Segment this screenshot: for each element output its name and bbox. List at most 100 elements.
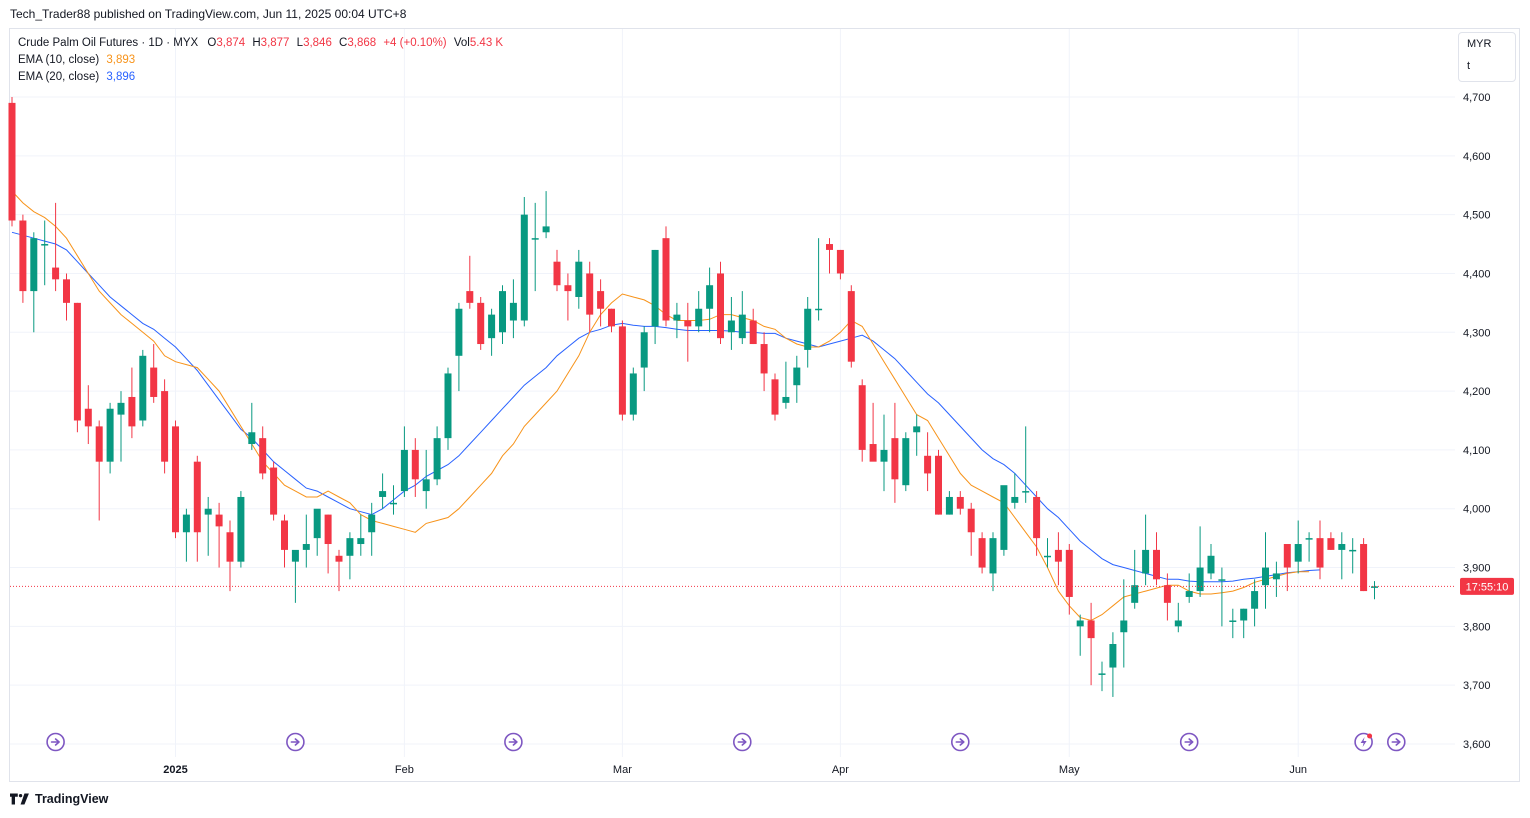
candle-body (63, 279, 70, 303)
candle (281, 514, 288, 568)
ema20-label[interactable]: EMA (20, close) (18, 71, 100, 83)
time-tick-label: Jun (1289, 764, 1307, 776)
event-arrow-icon[interactable] (950, 732, 970, 752)
candle-body (1076, 620, 1084, 627)
candle (935, 449, 942, 515)
candle-body (902, 438, 910, 486)
candle-body (8, 102, 16, 221)
event-markers[interactable] (46, 732, 1406, 752)
candle (488, 308, 496, 356)
chart-legend[interactable]: Crude Palm Oil Futures · 1D · MYX O3,874… (18, 35, 503, 86)
candle-body (640, 332, 648, 368)
candle-body (128, 396, 136, 427)
event-arrow-icon[interactable] (504, 732, 523, 752)
candle (509, 279, 517, 339)
event-arrow-icon[interactable] (1387, 732, 1406, 752)
candle-body (727, 320, 735, 333)
candle (291, 549, 299, 603)
candle-body (1338, 544, 1346, 550)
candle-body (869, 444, 877, 462)
candle-body (455, 308, 463, 356)
candle (1011, 473, 1019, 509)
ema10-series (11, 190, 1310, 622)
candle (466, 255, 474, 309)
candle-body (662, 238, 670, 321)
candle-body (161, 391, 169, 462)
candle-body (858, 385, 866, 450)
tradingview-logo-icon (10, 793, 29, 805)
chart-frame[interactable] (9, 28, 1520, 782)
candle-body (444, 373, 452, 439)
symbol-label[interactable]: Crude Palm Oil Futures · 1D · MYX (18, 37, 199, 49)
candle-body (847, 291, 855, 362)
candle-body (673, 314, 681, 321)
close-value: 3,868 (347, 37, 377, 49)
candle-body (379, 491, 387, 497)
candle (1131, 549, 1139, 609)
candle (1371, 581, 1378, 600)
tradingview-brand[interactable]: TradingView (10, 792, 108, 806)
lightning-glyph (1360, 737, 1367, 747)
candle-body (259, 438, 267, 474)
candle (520, 196, 528, 327)
price-axis[interactable]: 4,700 4,600 4,500 4,400 4,300 4,200 4,100 4,000… (1463, 92, 1491, 751)
candle (1174, 602, 1182, 633)
candle-body (411, 449, 419, 480)
candle (444, 367, 452, 450)
candle-body (1305, 538, 1313, 540)
candle (662, 226, 670, 327)
candle (41, 220, 49, 286)
candles (8, 97, 1378, 697)
price-tick-label: 3,600 (1463, 739, 1491, 751)
event-arrow-icon[interactable] (732, 732, 752, 752)
candle (19, 214, 27, 303)
candle (1262, 532, 1269, 609)
candle-body (335, 555, 343, 562)
ema20-line (11, 231, 1321, 583)
low-value: 3,846 (303, 37, 332, 49)
time-axis[interactable]: 2025 Feb Mar Apr May Jun (163, 764, 1307, 776)
candle (1349, 538, 1357, 574)
event-arrow-icon[interactable] (1179, 732, 1199, 752)
candle (1033, 491, 1041, 556)
candle (564, 273, 572, 321)
candle (608, 308, 615, 333)
candle-body (1185, 591, 1193, 597)
candle-body (1218, 579, 1226, 581)
candle (237, 491, 245, 568)
legend-ohlc-row[interactable]: Crude Palm Oil Futures · 1D · MYX O3,874… (18, 35, 503, 52)
candle (63, 273, 70, 321)
candle (379, 473, 387, 509)
currency-code[interactable]: MYR (1467, 38, 1492, 50)
candle-body (815, 308, 823, 311)
candle (1044, 538, 1051, 568)
currency-unit[interactable]: t (1467, 60, 1471, 72)
legend-ema10-row[interactable]: EMA (10, close) 3,893 (18, 52, 503, 69)
ema10-label[interactable]: EMA (10, close) (18, 54, 100, 66)
candle (1054, 532, 1062, 586)
candle-body (182, 514, 190, 533)
candle-body (1044, 555, 1051, 558)
candle-body (215, 514, 223, 527)
arrow-glyph (955, 738, 965, 746)
candle (52, 202, 60, 292)
currency-unit-selector[interactable]: MYR t (1458, 32, 1516, 82)
legend-ema20-row[interactable]: EMA (20, close) 3,896 (18, 69, 503, 86)
event-arrow-icon[interactable] (286, 732, 305, 752)
candle (956, 491, 964, 515)
candle (1109, 632, 1117, 697)
open-value: 3,874 (216, 37, 246, 49)
candle (1153, 532, 1160, 586)
candle-body (826, 244, 833, 250)
candle-body (1120, 620, 1128, 633)
candle-body (106, 408, 114, 462)
candle (390, 485, 397, 515)
publisher-line: Tech_Trader88 published on TradingView.c… (10, 7, 407, 21)
candle (499, 285, 506, 345)
candle-body (1371, 586, 1378, 588)
event-arrow-icon[interactable] (46, 732, 65, 752)
candle (1142, 514, 1150, 586)
candle (1196, 526, 1204, 597)
lightning-icon[interactable] (1354, 732, 1373, 752)
